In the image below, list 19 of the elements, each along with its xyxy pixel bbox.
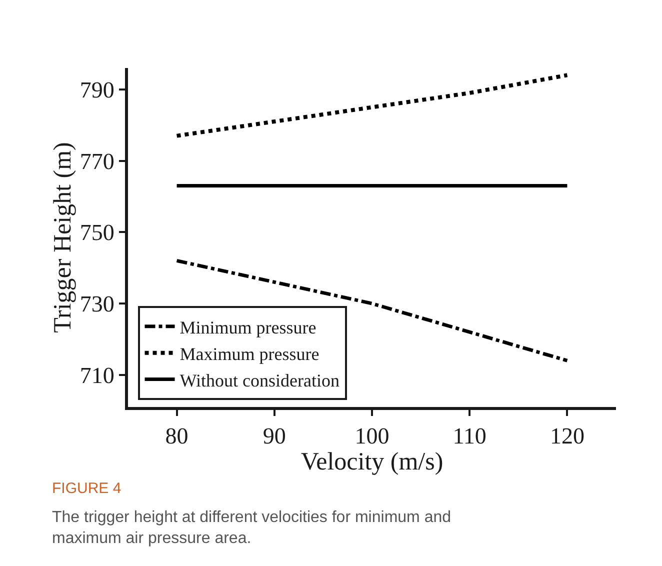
text: The trigger height at different velocities for minimum and maximum air pressure area.: [52, 509, 452, 547]
x-tick-label: 100: [354, 424, 390, 449]
x-tick-label: 80: [165, 424, 188, 449]
legend-label: Without consideration: [180, 370, 340, 390]
y-tick-label: 790: [80, 77, 114, 102]
x-tick-label: 90: [262, 424, 286, 449]
y-tick-label: 710: [80, 362, 114, 388]
y-tick-label: 770: [80, 148, 114, 174]
line-series: [174, 73, 570, 138]
x-tick-label: 120: [550, 424, 584, 449]
line-series: [175, 258, 569, 362]
x-tick-label: 110: [452, 424, 486, 449]
y-axis-title: Trigger Height (m): [50, 142, 77, 333]
legend-label: Maximum pressure: [180, 344, 320, 364]
x-axis-title: Velocity (m/s): [300, 448, 444, 476]
y-tick-label: 750: [80, 220, 114, 246]
caption: FIGURE 4: [52, 480, 122, 497]
y-tick-label: 730: [80, 292, 114, 317]
legend-label: Minimum pressure: [180, 317, 316, 338]
